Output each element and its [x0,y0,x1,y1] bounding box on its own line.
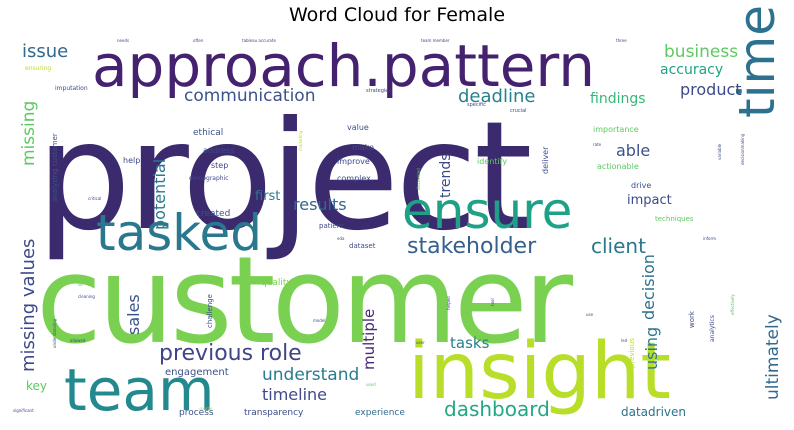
word-datadriven: datadriven [621,405,686,419]
word-ultimately: ultimately [763,314,783,400]
word-tasked: tasked [96,204,262,262]
word-importance: importance [593,125,639,134]
word-transparency: transparency [244,408,304,418]
word-address: address [203,146,234,155]
word-user: user [416,340,425,345]
word-quality: quality [261,278,292,288]
word-marketing: marketing [298,130,303,151]
word-inform: inform [703,236,716,241]
word-allowed: allowed [70,338,86,343]
word-deadline: deadline [458,86,535,107]
word-help: help [123,156,140,165]
word-project: project [36,90,530,264]
word-work: work [688,310,696,328]
word-challenge: challenge [206,294,214,328]
word-decision: decision [639,254,658,320]
word-make: make [352,143,374,152]
word-rate: rate [593,142,602,147]
word-team: team [64,356,214,424]
word-experience: experience [355,408,405,418]
word-drive: drive [631,181,651,190]
word-us: us [78,282,83,287]
word-identify: identify [477,157,507,166]
word-tool: tool [490,298,495,306]
word-using: using [642,327,661,370]
word-trends: trends [438,153,454,198]
word-led: led [621,338,628,343]
word-accuracy: accuracy [660,62,723,78]
word-team-member: team member [421,38,450,43]
chart-title: Word Cloud for Female [288,4,506,26]
word-patient: patient [319,222,344,230]
word-process: process [179,408,214,418]
word-dashboard: dashboard [444,397,550,421]
word-use: use [586,312,594,317]
word-specific: specific [467,102,486,108]
word-ensure: ensure [402,182,572,240]
word-created: created [196,209,230,219]
word-imputation: imputation [55,85,88,92]
word-results: results [293,195,347,214]
word-demographic: demographic [189,175,229,182]
word-analytics: analytics [709,315,716,342]
word-missing-values: missing values [18,239,39,372]
word-timeline: timeline [262,385,327,404]
word-previous-role: previous role [159,341,302,366]
word-discovered: discovered [416,168,421,190]
word-product: product [680,80,742,99]
word-tasks: tasks [450,334,490,352]
word-strategies: strategies [366,88,391,94]
word-variable: variable [717,143,722,160]
word-effectively: effectively [730,294,735,315]
word-decisionmaking: decisionmaking [740,133,745,165]
word-client: client [591,234,646,258]
word-ensuring: ensuring [25,65,51,72]
word-previous: previous [628,338,636,368]
word-dataset: dataset [349,242,376,250]
word-findings: findings [590,91,646,107]
word-model: model [313,318,325,323]
word-value: value [347,123,369,132]
word-key: key [26,379,47,393]
word-missing: missing [19,101,39,166]
word-stakeholder: stakeholder [407,234,537,259]
word-significant: significant [13,408,34,413]
word-three: three [616,38,627,43]
word-deliver: deliver [541,146,550,174]
word-critical: critical [88,196,101,201]
word-needs: needs [117,38,129,43]
word-communication: communication [184,86,315,106]
word-understanding: understanding [52,318,57,348]
word-time: time [728,5,786,118]
word-multiple: multiple [360,309,378,370]
word-crucial: crucial [510,108,527,114]
word-cleaning: cleaning [78,294,95,299]
word-potential: potential [150,159,169,230]
word-improve: improve [337,157,370,166]
word-ethical: ethical [193,128,223,138]
word-impact: impact [627,193,672,208]
word-eda: eda [337,236,345,241]
word-tableau-accurate: tableau accurate [242,38,276,43]
word-customer: customer [36,232,574,371]
word-helped: helped [446,296,451,310]
word-understand: understand [262,365,359,385]
word-complex: complex [337,174,371,183]
word-sales: sales [124,294,143,335]
word-issue: issue [22,41,68,62]
word-analyzing-customer: analyzing customer [51,133,59,202]
word-able: able [616,141,650,160]
word-insight: insight [408,327,671,417]
word-approach-pattern: approach.pattern [92,32,595,100]
word-techniques: techniques [655,215,694,223]
word-step: step [211,161,228,170]
word-actionable: actionable [597,162,639,171]
word-business: business [664,42,738,62]
word-often: often [193,38,204,43]
word-source: source [199,406,213,411]
word-used: used [366,382,376,387]
word-engagement: engagement [165,367,229,378]
word-first: first [255,189,280,204]
